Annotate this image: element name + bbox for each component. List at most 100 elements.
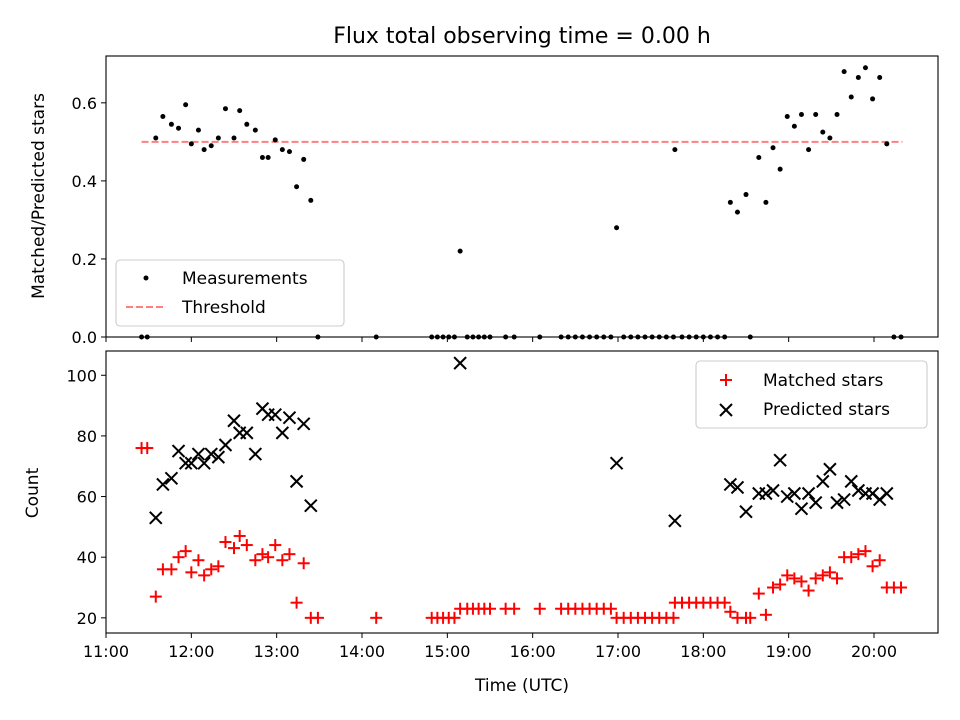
measurement-point	[244, 121, 250, 127]
predicted-star-point	[773, 453, 787, 467]
matched-star-point	[228, 542, 240, 555]
matched-star-point	[724, 605, 737, 618]
measurement-point	[222, 106, 228, 112]
predicted-star-point	[282, 411, 297, 425]
bottom-plot-frame	[105, 350, 939, 634]
measurement-point	[176, 125, 182, 131]
matched-star-point	[262, 551, 275, 564]
measurement-point	[727, 199, 733, 205]
predicted-star-point	[218, 438, 233, 452]
matched-star-point	[219, 536, 232, 549]
measurement-point	[784, 113, 790, 119]
measurement-point	[231, 135, 237, 141]
measurement-point	[791, 123, 797, 129]
matched-star-point	[198, 569, 211, 582]
matched-star-point	[752, 587, 765, 600]
top-plot-x-ticks	[105, 337, 875, 342]
predicted-star-point	[240, 426, 254, 440]
measurement-point	[798, 112, 804, 118]
predicted-star-point	[851, 483, 866, 498]
matched-star-point	[283, 548, 296, 561]
predicted-star-point	[808, 495, 823, 510]
measurement-point	[734, 209, 740, 215]
measurement-point	[870, 96, 876, 102]
predicted-star-point	[304, 498, 318, 513]
legend-threshold-label: Threshold	[181, 298, 266, 318]
matched-star-point	[249, 554, 262, 567]
measurement-point	[457, 248, 463, 254]
predicted-star-point	[197, 456, 211, 470]
matched-star-point	[205, 563, 218, 576]
measurement-point	[279, 147, 285, 153]
bottom-plot-y-ticks: 20 40 60 80 100	[66, 366, 106, 628]
bottom-y-axis-label: Count	[23, 467, 43, 518]
predicted-star-point	[739, 505, 753, 519]
measurement-point	[188, 141, 194, 147]
matched-star-point	[179, 545, 192, 558]
predicted-star-point	[178, 456, 193, 470]
predicted-star-point	[275, 426, 290, 440]
matched-star-point	[448, 611, 461, 624]
top-legend: Measurements Threshold	[115, 259, 345, 327]
matched-star-point	[297, 557, 310, 570]
matched-star-point	[311, 611, 324, 624]
predicted-star-point	[227, 414, 241, 428]
matched-star-point	[718, 596, 731, 609]
measurement-point	[183, 102, 189, 108]
matched-star-point	[240, 539, 253, 552]
matched-star-point	[767, 581, 780, 594]
legend-dot-marker	[143, 275, 149, 281]
predicted-star-point	[837, 492, 851, 507]
matched-star-point	[484, 602, 496, 615]
matched-star-point	[781, 569, 794, 582]
matched-star-point	[774, 578, 787, 591]
measurement-point	[272, 137, 278, 143]
legend-x-marker	[719, 403, 733, 417]
matched-star-point	[185, 566, 198, 579]
matched-star-point	[809, 572, 822, 585]
measurement-point	[672, 147, 678, 153]
matched-star-point	[269, 539, 282, 552]
predicted-star-point	[248, 447, 263, 461]
matched-star-point	[873, 554, 886, 567]
predicted-star-point	[794, 501, 809, 516]
predicted-star-point	[730, 480, 745, 495]
measurement-point	[252, 127, 258, 133]
predicted-star-point	[766, 483, 780, 498]
matched-star-point	[831, 572, 844, 585]
measurement-point	[756, 154, 762, 160]
matched-star-point	[744, 611, 757, 624]
matched-star-point	[141, 442, 154, 455]
measurement-point	[841, 69, 847, 75]
measurement-point	[834, 112, 840, 118]
matched-star-point	[759, 608, 772, 621]
x-tick-label: 18:00	[680, 642, 726, 661]
measurement-point	[201, 147, 207, 153]
measurement-point	[848, 94, 854, 100]
predicted-star-point	[816, 474, 830, 489]
matched-star-point	[290, 596, 303, 609]
measurement-point	[770, 145, 776, 151]
legend-measurements-label: Measurements	[182, 269, 308, 289]
measurement-point	[160, 113, 166, 119]
top-plot-frame	[105, 55, 939, 338]
x-tick-label: 16:00	[510, 642, 556, 661]
chart-title: Flux total observing time = 0.00 h	[333, 24, 711, 49]
measurement-point	[884, 141, 890, 147]
top-y-axis-label: Matched/Predicted stars	[29, 93, 49, 299]
bottom-y-tick-label: 20	[77, 609, 97, 628]
matched-star-point	[149, 590, 162, 603]
predicted-star-point	[211, 450, 226, 464]
measurement-point	[855, 74, 861, 80]
measurement-point	[294, 184, 300, 190]
measurement-point	[301, 156, 307, 162]
measurement-point	[806, 147, 812, 153]
bottom-y-tick-label: 100	[66, 366, 97, 385]
x-tick-label: 17:00	[595, 642, 641, 661]
matched-star-point	[604, 602, 617, 615]
predicted-star-point	[453, 356, 467, 370]
measurement-point	[208, 143, 214, 149]
matched-star-point	[233, 529, 246, 542]
predicted-star-point	[149, 511, 163, 525]
measurement-point	[614, 225, 620, 231]
